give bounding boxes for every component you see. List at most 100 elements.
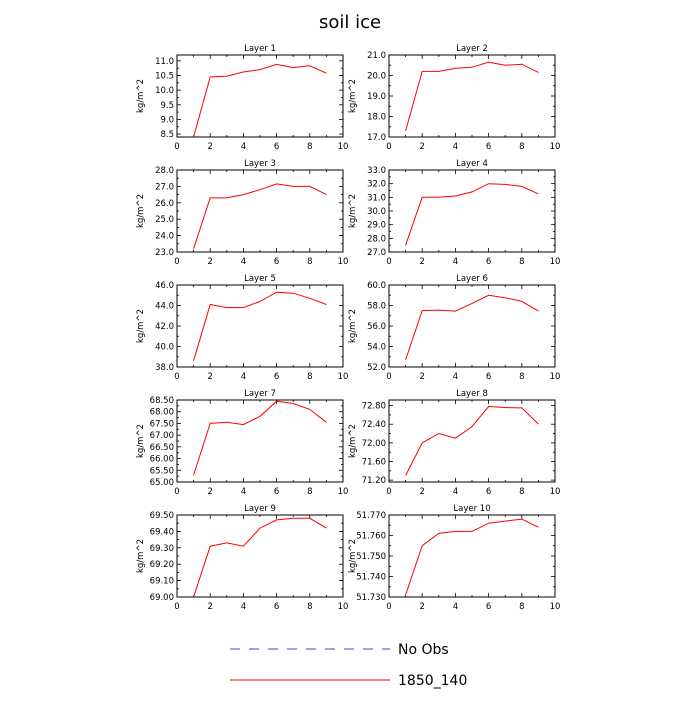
y-tick-label: 19.0 xyxy=(367,92,386,102)
y-tick-label: 69.50 xyxy=(150,511,174,521)
y-tick-label: 9.0 xyxy=(160,115,174,125)
y-axis-label: kg/m^2 xyxy=(136,424,146,458)
x-tick-label: 4 xyxy=(453,372,458,382)
figure-title: soil ice xyxy=(319,12,381,33)
y-tick-label: 69.20 xyxy=(150,560,174,570)
panel-title: Layer 6 xyxy=(456,274,488,284)
x-tick-label: 2 xyxy=(419,372,424,382)
x-tick-label: 0 xyxy=(386,372,391,382)
y-tick-label: 21.0 xyxy=(367,51,386,61)
y-tick-label: 40.0 xyxy=(155,343,174,353)
x-tick-label: 4 xyxy=(241,487,246,497)
panel-title: Layer 10 xyxy=(453,504,490,514)
x-tick-label: 8 xyxy=(307,257,312,267)
x-tick-label: 0 xyxy=(386,142,391,152)
panel-layer-2: Layer 2 0 2 4 6 8 10 17.0 18.0 19.0 20.0 21.0 kg/m^2 xyxy=(348,44,560,152)
x-tick-label: 0 xyxy=(174,602,179,612)
series-line xyxy=(405,183,539,246)
plot-frame xyxy=(176,514,344,598)
panel-layer-10: Layer 10 0 2 4 6 8 10 51.730 51.740 51.750 51.760 5… xyxy=(348,504,560,612)
x-tick-label: 8 xyxy=(307,372,312,382)
y-tick-label: 52.0 xyxy=(367,363,386,373)
x-tick-label: 4 xyxy=(453,602,458,612)
x-tick-label: 2 xyxy=(419,487,424,497)
x-tick-label: 6 xyxy=(274,602,279,612)
y-tick-label: 10.5 xyxy=(155,72,174,82)
x-tick-label: 6 xyxy=(486,257,491,267)
y-tick-label: 10.0 xyxy=(155,86,174,96)
panel-layer-8: Layer 8 0 2 4 6 8 10 71.20 71.60 72.00 72.40 72.80 k… xyxy=(348,389,560,497)
plot-frame xyxy=(176,54,344,138)
y-tick-label: 71.60 xyxy=(362,458,386,468)
panel-layer-5: Layer 5 0 2 4 6 8 10 38.0 40.0 42.0 44.0 46.0 kg/m^2 xyxy=(136,274,348,382)
y-tick-label: 67.50 xyxy=(150,419,174,429)
y-tick-label: 17.0 xyxy=(367,133,386,143)
x-tick-label: 2 xyxy=(419,142,424,152)
x-tick-label: 4 xyxy=(453,487,458,497)
y-tick-label: 25.0 xyxy=(155,215,174,225)
legend-label-1850-140: 1850_140 xyxy=(398,673,467,689)
panel-title: Layer 7 xyxy=(244,389,276,399)
plot-frame xyxy=(388,514,556,598)
y-tick-label: 30.0 xyxy=(367,207,386,217)
plot-frame xyxy=(176,284,344,368)
panel-title: Layer 4 xyxy=(456,159,488,169)
y-axis-label: kg/m^2 xyxy=(136,79,146,113)
y-tick-label: 28.0 xyxy=(155,166,174,176)
x-tick-label: 10 xyxy=(550,257,561,267)
series-line xyxy=(405,518,539,596)
x-tick-label: 8 xyxy=(519,257,524,267)
y-tick-label: 44.0 xyxy=(155,302,174,312)
x-tick-label: 2 xyxy=(207,142,212,152)
y-tick-label: 72.40 xyxy=(362,420,386,430)
y-tick-label: 32.0 xyxy=(367,180,386,190)
y-axis-label: kg/m^2 xyxy=(136,309,146,343)
y-axis-label: kg/m^2 xyxy=(136,539,146,573)
y-tick-label: 65.00 xyxy=(150,478,174,488)
x-tick-label: 8 xyxy=(519,142,524,152)
y-tick-label: 51.730 xyxy=(356,593,386,603)
panel-layer-3: Layer 3 0 2 4 6 8 10 23.0 24.0 25.0 26.0 27.0 28.0 kg… xyxy=(136,159,348,267)
x-tick-label: 0 xyxy=(386,257,391,267)
y-tick-label: 31.0 xyxy=(367,193,386,203)
x-tick-label: 6 xyxy=(274,487,279,497)
series-line xyxy=(405,294,539,360)
x-tick-label: 2 xyxy=(207,257,212,267)
series-line xyxy=(405,405,539,476)
y-tick-label: 71.20 xyxy=(362,476,386,486)
y-axis-label: kg/m^2 xyxy=(348,309,358,343)
x-tick-label: 4 xyxy=(241,602,246,612)
panel-title: Layer 1 xyxy=(244,44,276,54)
x-tick-label: 10 xyxy=(338,487,349,497)
y-tick-label: 9.5 xyxy=(160,101,174,111)
x-tick-label: 6 xyxy=(486,142,491,152)
x-tick-label: 10 xyxy=(338,142,349,152)
panel-layer-6: Layer 6 0 2 4 6 8 10 52.0 54.0 56.0 58.0 60.0 kg/m^2 xyxy=(348,274,560,382)
x-tick-label: 6 xyxy=(274,257,279,267)
y-tick-label: 56.0 xyxy=(367,322,386,332)
panel-grid: Layer 10 2 4 6 8 108.59.09.510.010.511.0kg/m^… xyxy=(136,44,560,612)
panel-title: Layer 8 xyxy=(456,389,488,399)
panel-title: Layer 5 xyxy=(244,274,276,284)
series-line xyxy=(193,400,327,476)
series-line xyxy=(193,291,327,361)
y-tick-label: 20.0 xyxy=(367,72,386,82)
y-tick-label: 69.40 xyxy=(150,527,174,537)
y-tick-label: 68.50 xyxy=(150,396,174,406)
y-tick-label: 66.50 xyxy=(150,443,174,453)
panel-title: Layer 2 xyxy=(456,44,488,54)
y-tick-label: 8.5 xyxy=(160,130,174,140)
x-tick-label: 6 xyxy=(274,142,279,152)
series-line xyxy=(405,61,539,131)
y-tick-label: 72.80 xyxy=(362,402,386,412)
x-tick-label: 6 xyxy=(486,372,491,382)
x-tick-label: 2 xyxy=(207,602,212,612)
legend: No Obs 1850_140 xyxy=(230,642,467,689)
y-tick-label: 51.750 xyxy=(356,552,386,562)
y-tick-label: 54.0 xyxy=(367,343,386,353)
y-tick-label: 33.0 xyxy=(367,166,386,176)
x-tick-label: 6 xyxy=(486,487,491,497)
x-tick-label: 10 xyxy=(338,372,349,382)
